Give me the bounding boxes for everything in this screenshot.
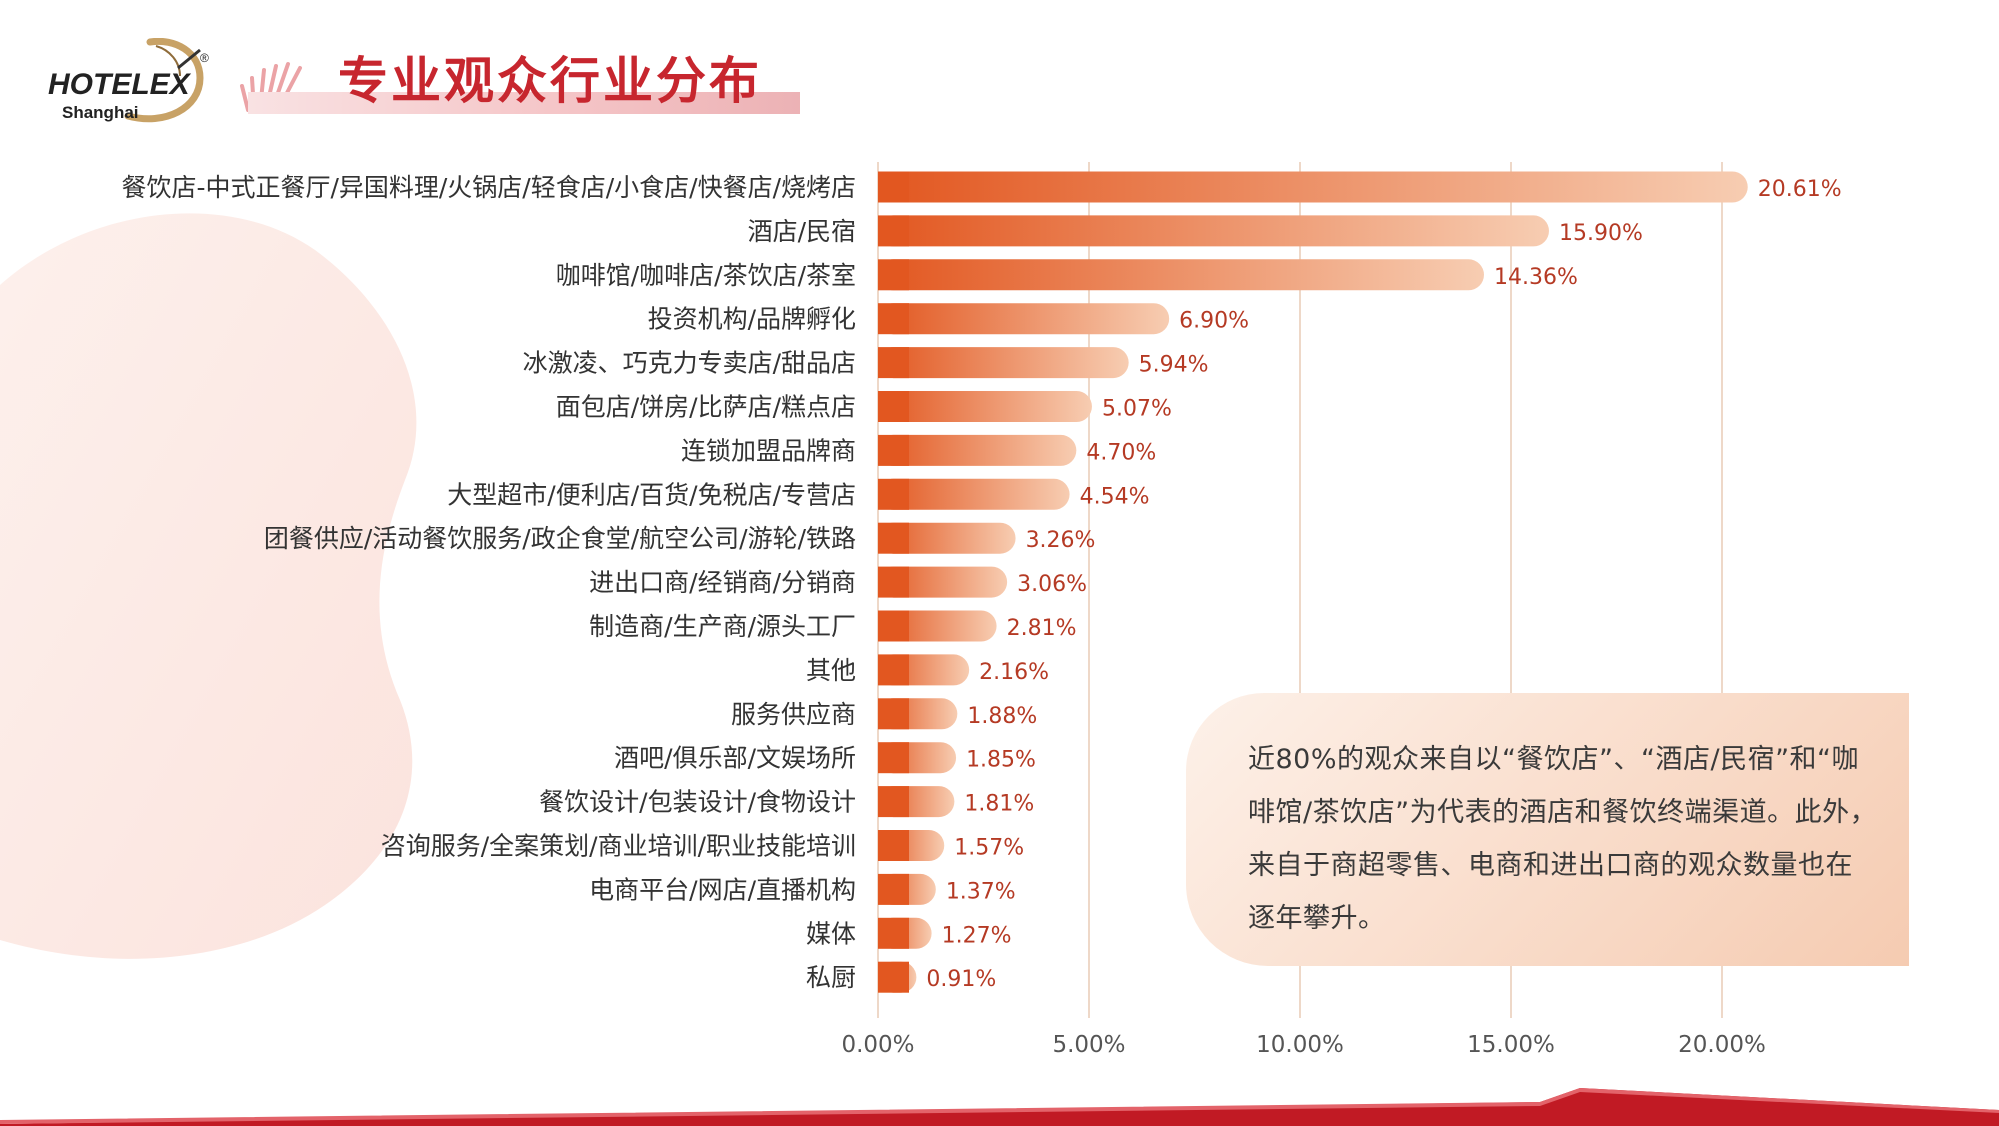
bottom-red-band xyxy=(0,1088,1999,1126)
bar xyxy=(878,259,1484,291)
category-label: 投资机构/品牌孵化 xyxy=(648,305,856,334)
value-label: 5.07% xyxy=(1102,397,1172,422)
category-label: 电商平台/网店/直播机构 xyxy=(589,875,856,904)
category-label: 制造商/生产商/源头工厂 xyxy=(589,612,856,641)
bar-base xyxy=(878,654,909,686)
category-label: 餐饮设计/包装设计/食物设计 xyxy=(539,788,856,817)
bar xyxy=(878,566,1008,598)
value-label: 1.88% xyxy=(967,704,1037,729)
value-label: 1.57% xyxy=(954,836,1024,861)
value-label: 5.94% xyxy=(1139,353,1209,378)
bar-base xyxy=(878,259,909,291)
hotelex-logo: HOTELEX Shanghai ® xyxy=(48,38,209,123)
bar xyxy=(878,391,1092,422)
bar-base xyxy=(878,961,909,993)
x-tick-label: 0.00% xyxy=(841,1032,914,1058)
category-label: 冰激凌、巧克力专卖店/甜品店 xyxy=(523,349,856,378)
category-label: 进出口商/经销商/分销商 xyxy=(589,568,856,597)
category-label: 服务供应商 xyxy=(731,700,856,729)
bar-base xyxy=(878,917,909,949)
bar xyxy=(878,303,1170,335)
value-label: 6.90% xyxy=(1179,309,1249,334)
value-label: 15.90% xyxy=(1559,221,1643,246)
summary-note-box: 近80%的观众来自以“餐饮店”、“酒店/民宿”和“咖啡馆/茶饮店”为代表的酒店和… xyxy=(1186,693,1909,966)
bar xyxy=(878,522,1016,554)
bar-base xyxy=(878,171,909,203)
x-tick-label: 10.00% xyxy=(1256,1032,1344,1058)
category-label: 媒体 xyxy=(806,919,856,948)
x-tick-label: 5.00% xyxy=(1052,1032,1125,1058)
value-label: 14.36% xyxy=(1494,265,1578,290)
bar xyxy=(878,347,1129,379)
x-tick-label: 20.00% xyxy=(1678,1032,1766,1058)
value-label: 3.06% xyxy=(1017,572,1087,597)
page-title: 专业观众行业分布 xyxy=(338,52,762,110)
value-label: 1.37% xyxy=(946,879,1016,904)
bar xyxy=(878,478,1070,510)
value-label: 20.61% xyxy=(1758,177,1842,202)
bar-base xyxy=(878,566,909,598)
logo-city: Shanghai xyxy=(62,103,139,122)
bar-base xyxy=(878,873,909,905)
bar-base xyxy=(878,215,909,247)
value-label: 2.16% xyxy=(979,660,1049,685)
bar-base xyxy=(878,742,909,774)
bar-base xyxy=(878,522,909,554)
bar-base xyxy=(878,434,909,466)
bar xyxy=(878,434,1077,466)
title-underline-bar xyxy=(248,92,800,114)
value-label: 1.85% xyxy=(966,748,1036,773)
category-label: 私厨 xyxy=(806,963,856,992)
bar-base xyxy=(878,303,909,335)
category-label: 团餐供应/活动餐饮服务/政企食堂/航空公司/游轮/铁路 xyxy=(264,524,856,553)
bar xyxy=(878,171,1748,203)
bar-base xyxy=(878,786,909,818)
category-label: 咖啡馆/咖啡店/茶饮店/茶室 xyxy=(556,261,856,290)
category-label: 面包店/饼房/比萨店/糕点店 xyxy=(556,393,856,422)
category-label: 酒吧/俱乐部/文娱场所 xyxy=(614,744,856,773)
bars: 餐饮店-中式正餐厅/异国料理/火锅店/轻食店/小食店/快餐店/烧烤店 20.61%… xyxy=(121,171,1842,993)
category-label: 咨询服务/全案策划/商业培训/职业技能培训 xyxy=(381,832,856,861)
category-label: 其他 xyxy=(806,656,856,685)
value-label: 3.26% xyxy=(1026,528,1096,553)
value-label: 2.81% xyxy=(1007,616,1077,641)
value-label: 4.54% xyxy=(1080,484,1150,509)
category-label: 连锁加盟品牌商 xyxy=(681,436,856,465)
bar-base xyxy=(878,610,909,642)
value-label: 4.70% xyxy=(1086,440,1156,465)
category-label: 大型超市/便利店/百货/免税店/专营店 xyxy=(447,480,856,509)
bar-base xyxy=(878,698,909,730)
x-tick-label: 15.00% xyxy=(1467,1032,1555,1058)
bar-base xyxy=(878,391,909,422)
logo-wordmark: HOTELEX xyxy=(48,68,192,101)
category-label: 酒店/民宿 xyxy=(748,217,856,246)
value-label: 1.27% xyxy=(942,923,1012,948)
bar xyxy=(878,215,1549,247)
bar-base xyxy=(878,478,909,510)
bar-base xyxy=(878,347,909,379)
summary-note-text: 近80%的观众来自以“餐饮店”、“酒店/民宿”和“咖啡馆/茶饮店”为代表的酒店和… xyxy=(1248,744,1878,934)
logo-registered-mark: ® xyxy=(200,51,209,65)
bar-base xyxy=(878,830,909,861)
category-label: 餐饮店-中式正餐厅/异国料理/火锅店/轻食店/小食店/快餐店/烧烤店 xyxy=(121,173,856,202)
value-label: 0.91% xyxy=(926,967,996,992)
value-label: 1.81% xyxy=(964,792,1034,817)
